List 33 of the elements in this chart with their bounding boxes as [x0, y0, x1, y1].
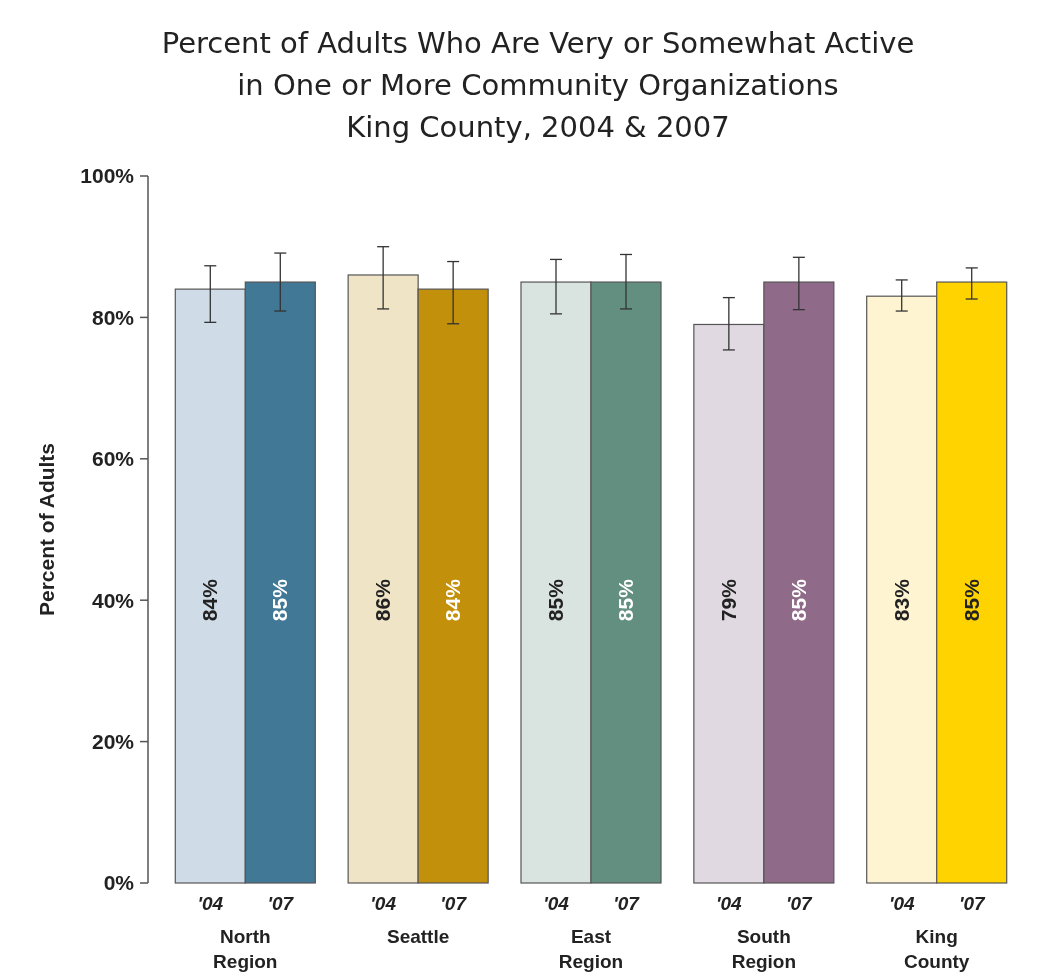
- y-tick-label: 60%: [91, 447, 135, 471]
- text: '07: [958, 893, 985, 914]
- x-tick-label: King County: [903, 926, 970, 972]
- text: '04: [716, 893, 742, 914]
- data-label: 84%: [441, 578, 465, 622]
- data-label: 85%: [614, 578, 637, 622]
- data-label: 85%: [544, 578, 567, 622]
- y-tick-label: 100%: [80, 164, 135, 188]
- data-label: 86%: [371, 578, 395, 622]
- y-axis-title: Percent of Adults: [35, 442, 58, 617]
- x-tick-label: East Region: [558, 926, 624, 972]
- text: '04: [888, 893, 915, 914]
- y-tick-label: 20%: [91, 729, 135, 753]
- y-tick-label: 80%: [91, 305, 135, 329]
- data-label: 85%: [268, 578, 292, 622]
- y-tick-label: 40%: [91, 588, 135, 612]
- chart-title: Percent of Adults Who Are Very or Somewhat Active in One or More Community Organizations King County, 2004 & 2007: [161, 26, 915, 144]
- data-label: 84%: [198, 578, 222, 622]
- series-label: '07: [267, 893, 295, 914]
- text: '04: [543, 893, 569, 914]
- data-label: 85%: [959, 578, 983, 622]
- text: '07: [440, 893, 466, 914]
- y-tick-label: 0%: [103, 871, 135, 895]
- data-label: 83%: [889, 578, 913, 622]
- series-label: '04: [197, 893, 224, 914]
- text: '07: [613, 893, 639, 914]
- text: '07: [786, 893, 812, 914]
- text: '04: [370, 893, 396, 914]
- x-tick-label: South Region: [731, 926, 797, 972]
- x-tick-label: Seattle: [386, 926, 450, 947]
- data-label: 85%: [786, 578, 810, 622]
- x-tick-label: North Region: [213, 926, 278, 972]
- data-label: 79%: [716, 578, 740, 622]
